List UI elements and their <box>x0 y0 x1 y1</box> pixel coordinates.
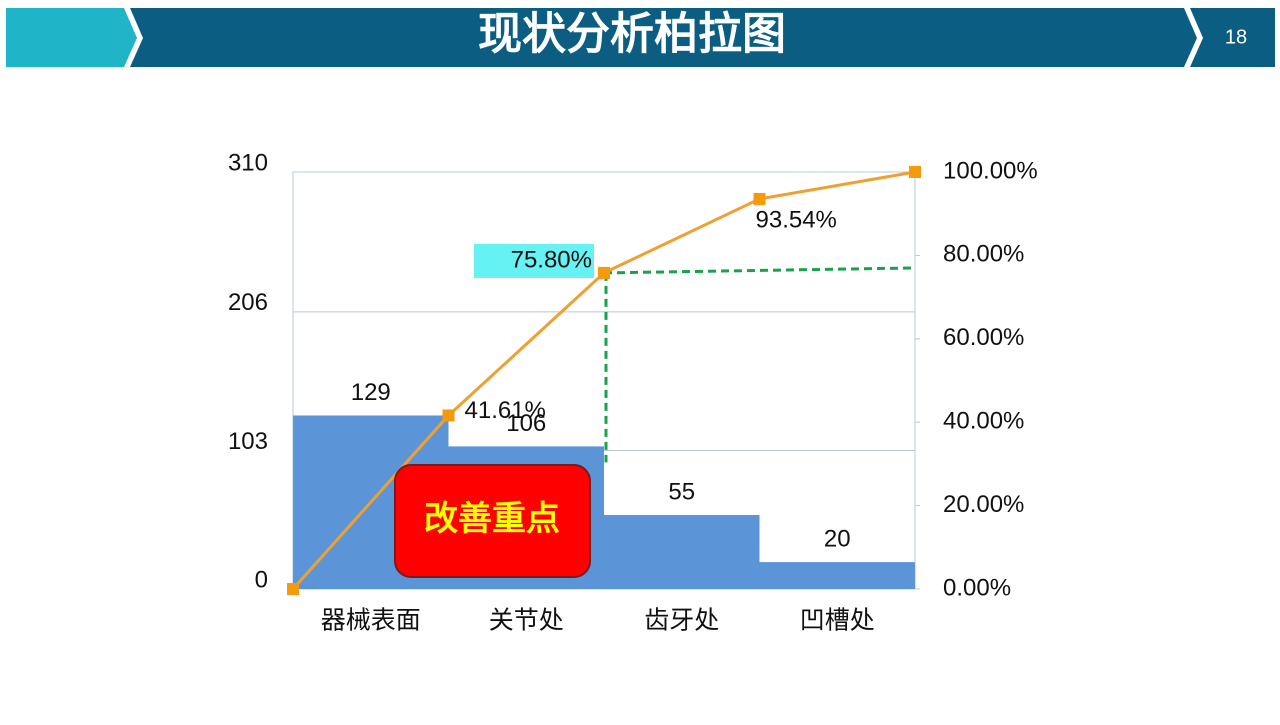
y2-tick-label: 40.00% <box>943 408 1024 435</box>
bar-value-label: 129 <box>351 379 391 406</box>
label-highlight <box>474 243 594 278</box>
slide-title: 现状分析柏拉图 <box>478 10 786 59</box>
line-marker <box>598 266 610 279</box>
y-tick-label: 310 <box>228 149 268 176</box>
y-tick-label: 0 <box>255 566 268 593</box>
line-value-label: 93.54% <box>756 206 837 233</box>
x-tick-label: 凹槽处 <box>800 607 875 635</box>
guide-line <box>603 266 916 275</box>
line-marker <box>442 409 455 422</box>
bar-value-label: 106 <box>506 410 546 437</box>
y2-tick-label: 0.00% <box>943 574 1011 601</box>
y2-tick-label: 20.00% <box>943 491 1024 518</box>
x-tick-label: 关节处 <box>489 607 564 635</box>
line-marker <box>909 166 921 178</box>
line-value-label: 75.80% <box>511 246 592 273</box>
line-value-label: 41.61% <box>465 397 546 424</box>
bar <box>604 515 760 589</box>
line-marker <box>753 192 766 205</box>
bar-value-label: 20 <box>824 525 851 552</box>
page-number: 18 <box>1225 26 1247 48</box>
header-accent <box>6 8 137 67</box>
y2-tick-label: 100.00% <box>943 157 1038 184</box>
y2-tick-label: 80.00% <box>943 241 1024 268</box>
bar-value-label: 55 <box>668 478 695 505</box>
bar <box>759 562 915 589</box>
header-band <box>130 8 1197 67</box>
x-tick-label: 齿牙处 <box>644 607 719 635</box>
focus-box-label: 改善重点 <box>424 500 560 538</box>
y-tick-label: 206 <box>228 289 268 316</box>
line-marker <box>287 583 299 595</box>
x-tick-label: 器械表面 <box>321 607 421 635</box>
header-band-end <box>1190 8 1275 67</box>
y2-tick-label: 60.00% <box>943 324 1024 351</box>
y-tick-label: 103 <box>228 428 268 455</box>
plot: 0 103 206 310 0.00% 20.00% 40.00% 60.00% 80.00% 1… <box>228 149 1038 634</box>
focus-box <box>394 464 591 578</box>
